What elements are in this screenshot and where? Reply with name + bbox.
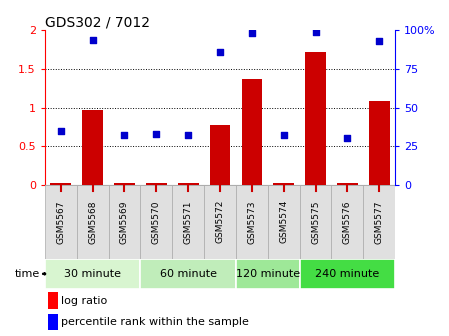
Bar: [48, 292, 58, 308]
Text: GSM5567: GSM5567: [56, 200, 65, 244]
Bar: [363, 185, 395, 259]
Text: GDS302 / 7012: GDS302 / 7012: [45, 15, 150, 29]
Bar: [337, 183, 358, 185]
Bar: [82, 110, 103, 185]
Text: GSM5572: GSM5572: [216, 200, 224, 244]
Text: GSM5575: GSM5575: [311, 200, 320, 244]
Point: [57, 128, 64, 133]
Bar: [236, 185, 268, 259]
Bar: [45, 185, 77, 259]
Text: 30 minute: 30 minute: [64, 269, 121, 279]
Text: time: time: [15, 269, 40, 279]
Bar: [77, 185, 109, 259]
Bar: [210, 125, 230, 185]
Point: [280, 133, 287, 138]
Text: GSM5571: GSM5571: [184, 200, 193, 244]
Point: [376, 38, 383, 44]
Bar: [369, 101, 390, 185]
Bar: [141, 259, 236, 289]
Bar: [45, 259, 141, 289]
Bar: [48, 314, 58, 331]
Bar: [114, 183, 135, 185]
Text: GSM5570: GSM5570: [152, 200, 161, 244]
Point: [344, 136, 351, 141]
Text: GSM5576: GSM5576: [343, 200, 352, 244]
Point: [121, 133, 128, 138]
Bar: [273, 183, 294, 185]
Bar: [331, 185, 363, 259]
Text: 240 minute: 240 minute: [315, 269, 379, 279]
Bar: [204, 185, 236, 259]
Bar: [299, 259, 395, 289]
Text: 60 minute: 60 minute: [160, 269, 217, 279]
Bar: [305, 52, 326, 185]
Text: GSM5577: GSM5577: [375, 200, 384, 244]
Text: GSM5574: GSM5574: [279, 200, 288, 244]
Text: percentile rank within the sample: percentile rank within the sample: [61, 317, 249, 327]
Bar: [178, 183, 198, 185]
Bar: [268, 185, 299, 259]
Bar: [50, 183, 71, 185]
Point: [89, 37, 96, 42]
Bar: [172, 185, 204, 259]
Bar: [242, 79, 262, 185]
Point: [185, 133, 192, 138]
Text: GSM5568: GSM5568: [88, 200, 97, 244]
Bar: [146, 183, 167, 185]
Text: log ratio: log ratio: [61, 296, 107, 306]
Bar: [299, 185, 331, 259]
Bar: [109, 185, 141, 259]
Point: [216, 49, 224, 54]
Point: [248, 31, 255, 36]
Text: GSM5573: GSM5573: [247, 200, 256, 244]
Text: GSM5569: GSM5569: [120, 200, 129, 244]
Bar: [141, 185, 172, 259]
Text: 120 minute: 120 minute: [236, 269, 300, 279]
Point: [153, 131, 160, 136]
Bar: [236, 259, 299, 289]
Point: [312, 29, 319, 35]
